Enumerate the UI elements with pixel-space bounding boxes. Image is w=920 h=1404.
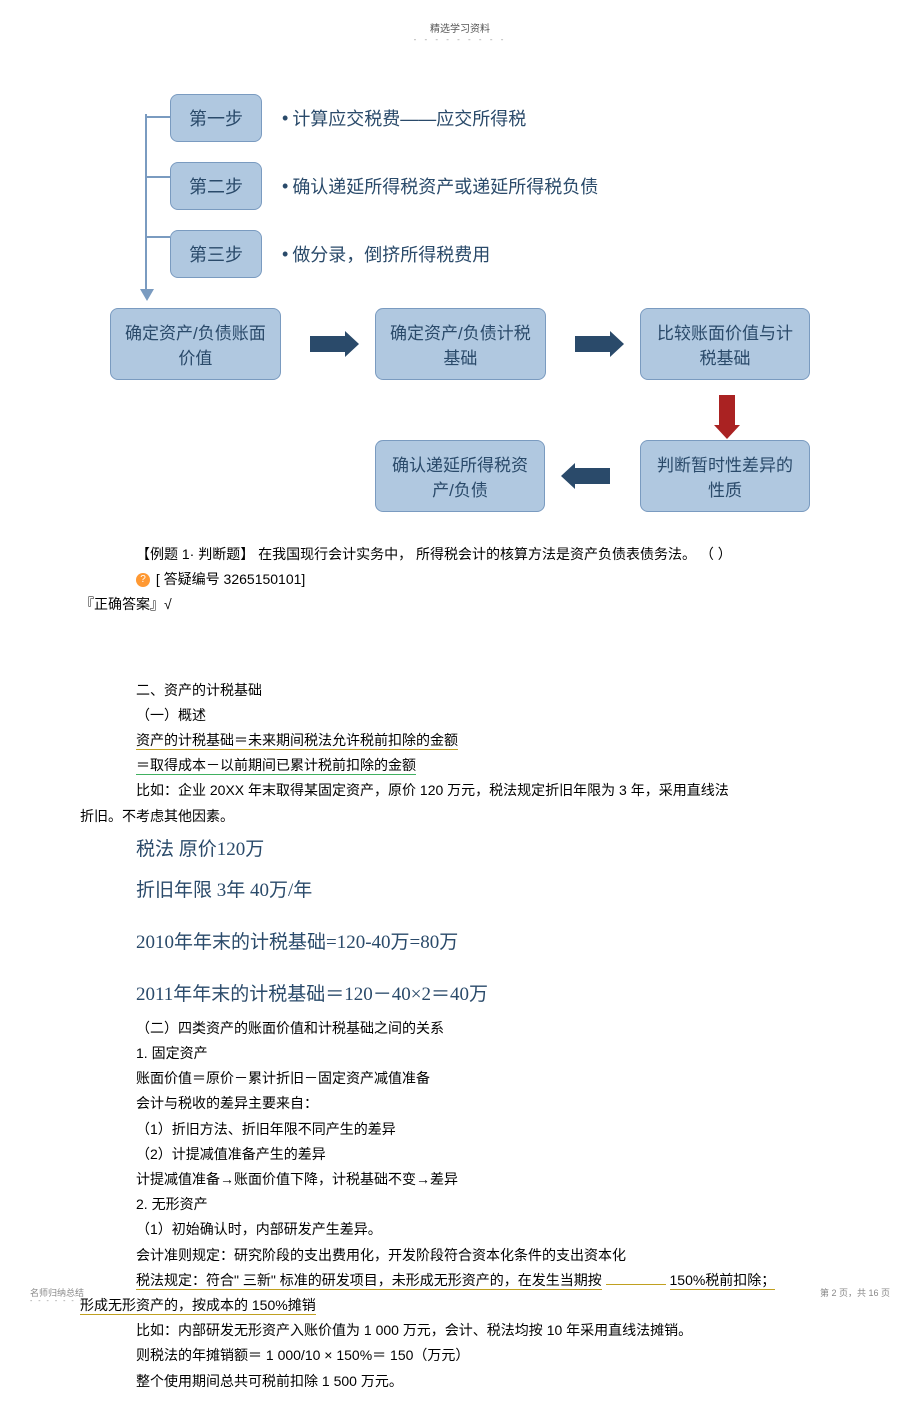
step-row-2: 第二步 • 确认递延所得税资产或递延所得税负债 [170, 162, 810, 210]
section2-formula1-row: 资产的计税基础＝未来期间税法允许税前扣除的金额 [80, 728, 840, 753]
section2-item1a: 账面价值＝原价－累计折旧－固定资产减值准备 [80, 1066, 840, 1091]
flow-box-5: 判断暂时性差异的 性质 [640, 440, 810, 512]
section2-item2b: 会计准则规定：研究阶段的支出费用化，开发阶段符合资本化条件的支出资本化 [80, 1243, 840, 1268]
section2-ex1b: 折旧。不考虑其他因素。 [80, 804, 840, 829]
step1-desc: 计算应交税费——应交所得税 [292, 105, 526, 131]
flow-box-3: 比较账面价值与计 税基础 [640, 308, 810, 380]
section2-item2c-row: 税法规定：符合" 三新" 标准的研发项目，未形成无形资产的，在发生当期按 150… [80, 1268, 840, 1293]
item2c-mid: 150%税前扣除； [670, 1272, 776, 1290]
step2-box: 第二步 [170, 162, 262, 210]
step-row-3: 第三步 • 做分录，倒挤所得税费用 [170, 230, 810, 278]
section2-item1: 1. 固定资产 [80, 1041, 840, 1066]
formula1-text: 资产的计税基础＝未来期间税法允许税前扣除的金额 [136, 732, 458, 750]
example-qnum: [ 答疑编号 3265150101] [156, 571, 305, 587]
flow-box-1: 确定资产/负债账面 价值 [110, 308, 281, 380]
hand-text-2: 折旧年限 3年 40万/年 [80, 870, 840, 912]
flow-row-2: 确认递延所得税资 产/负债 判断暂时性差异的 性质 [110, 440, 810, 512]
section2-sub2: （二）四类资产的账面价值和计税基础之间的关系 [80, 1016, 840, 1041]
header-title: 精选学习资料 [0, 0, 920, 35]
header-dots: - - - - - - - - - [0, 35, 920, 44]
question-icon: ? [136, 573, 150, 587]
section2-item1b: 会计与税收的差异主要来自： [80, 1091, 840, 1116]
arrow-right-2 [575, 336, 610, 352]
formula2-text: ＝取得成本－以前期间已累计税前扣除的金额 [136, 757, 416, 775]
arrow-left-1 [575, 468, 610, 484]
hand-text-4: 2011年年末的计税基础＝120－40×2＝40万 [80, 974, 840, 1016]
item2c-pre: 税法规定：符合" 三新" 标准的研发项目，未形成无形资产的，在发生当期按 [136, 1272, 602, 1290]
example-qnum-row: ? [ 答疑编号 3265150101] [80, 567, 840, 592]
h-conn-2 [145, 176, 170, 178]
item2d-text: 形成无形资产的，按成本的 150%摊销 [80, 1297, 316, 1315]
hand-text-1: 税法 原价120万 [80, 829, 840, 871]
bullet-2: • [282, 176, 288, 197]
section2-title: 二、资产的计税基础 [80, 678, 840, 703]
flow-box-2: 确定资产/负债计税 基础 [375, 308, 546, 380]
bullet-1: • [282, 108, 288, 129]
example-title: 【例题 1· 判断题】 在我国现行会计实务中， 所得税会计的核算方法是资产负债表… [80, 542, 840, 567]
v-connector [145, 114, 147, 294]
section2-item2f: 则税法的年摊销额＝ 1 000/10 × 150%＝ 150（万元） [80, 1343, 840, 1368]
step3-box: 第三步 [170, 230, 262, 278]
section2-item1c: （1）折旧方法、折旧年限不同产生的差异 [80, 1117, 840, 1142]
arrow-right-1 [310, 336, 345, 352]
section2-item2d-row: 形成无形资产的，按成本的 150%摊销 [80, 1293, 840, 1318]
flow-box-4: 确认递延所得税资 产/负债 [375, 440, 545, 512]
section2-item2: 2. 无形资产 [80, 1192, 840, 1217]
section2-block: 二、资产的计税基础 （一）概述 资产的计税基础＝未来期间税法允许税前扣除的金额 … [0, 628, 920, 1404]
footer-right: 第 2 页，共 16 页 [820, 1286, 890, 1299]
item2c-gap [606, 1284, 666, 1285]
example-answer: 『正确答案』√ [80, 592, 840, 617]
section2-ex1a: 比如：企业 20XX 年末取得某固定资产，原价 120 万元，税法规定折旧年限为… [80, 778, 840, 803]
flowchart-diagram: 第一步 • 计算应交税费——应交所得税 第二步 • 确认递延所得税资产或递延所得… [110, 94, 810, 512]
step1-box: 第一步 [170, 94, 262, 142]
section2-item2g: 整个使用期间总共可税前扣除 1 500 万元。 [80, 1369, 840, 1394]
section2-item1e: 计提减值准备→账面价值下降，计税基础不变→差异 [80, 1167, 840, 1192]
hand-text-3: 2010年年末的计税基础=120-40万=80万 [80, 922, 840, 964]
step2-desc: 确认递延所得税资产或递延所得税负债 [292, 173, 598, 199]
section2-formula2-row: ＝取得成本－以前期间已累计税前扣除的金额 [80, 753, 840, 778]
arrow-down-red [719, 395, 735, 425]
v-arrow [140, 289, 154, 301]
section2-item2e: 比如：内部研发无形资产入账价值为 1 000 万元，会计、税法均按 10 年采用… [80, 1318, 840, 1343]
bullet-3: • [282, 244, 288, 265]
down-arrow-row [110, 395, 810, 425]
h-conn-1 [145, 116, 170, 118]
section2-sub1: （一）概述 [80, 703, 840, 728]
section2-item2a: （1）初始确认时，内部研发产生差异。 [80, 1217, 840, 1242]
flow-row-1: 确定资产/负债账面 价值 确定资产/负债计税 基础 比较账面价值与计 税基础 [110, 308, 810, 380]
section2-item1d: （2）计提减值准备产生的差异 [80, 1142, 840, 1167]
step3-desc: 做分录，倒挤所得税费用 [292, 241, 490, 267]
h-conn-3 [145, 236, 170, 238]
example-block: 【例题 1· 判断题】 在我国现行会计实务中， 所得税会计的核算方法是资产负债表… [0, 532, 920, 628]
step-row-1: 第一步 • 计算应交税费——应交所得税 [170, 94, 810, 142]
